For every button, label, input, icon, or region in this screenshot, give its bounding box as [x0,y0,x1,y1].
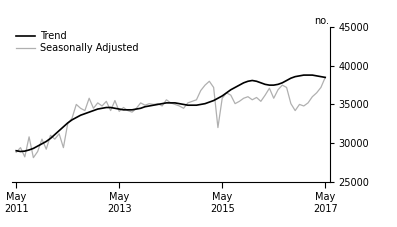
Trend [284,79,289,82]
Trend [276,83,280,86]
Trend [121,109,126,111]
Legend: Trend, Seasonally Adjusted: Trend, Seasonally Adjusted [15,30,140,54]
Seasonally Adjusted [284,86,289,89]
Seasonally Adjusted [297,103,302,106]
Trend [323,76,328,79]
Trend [297,74,302,77]
Seasonally Adjusted [14,151,19,154]
Trend [14,149,19,152]
Line: Seasonally Adjusted: Seasonally Adjusted [16,77,325,158]
Seasonally Adjusted [121,106,126,109]
Trend [301,74,306,76]
Trend [18,150,23,153]
Line: Trend: Trend [16,75,325,151]
Seasonally Adjusted [323,76,328,79]
Text: no.: no. [314,16,330,26]
Trend [87,111,92,114]
Seasonally Adjusted [31,156,36,159]
Seasonally Adjusted [276,88,280,91]
Trend [173,101,177,104]
Seasonally Adjusted [87,97,92,100]
Seasonally Adjusted [173,103,177,106]
